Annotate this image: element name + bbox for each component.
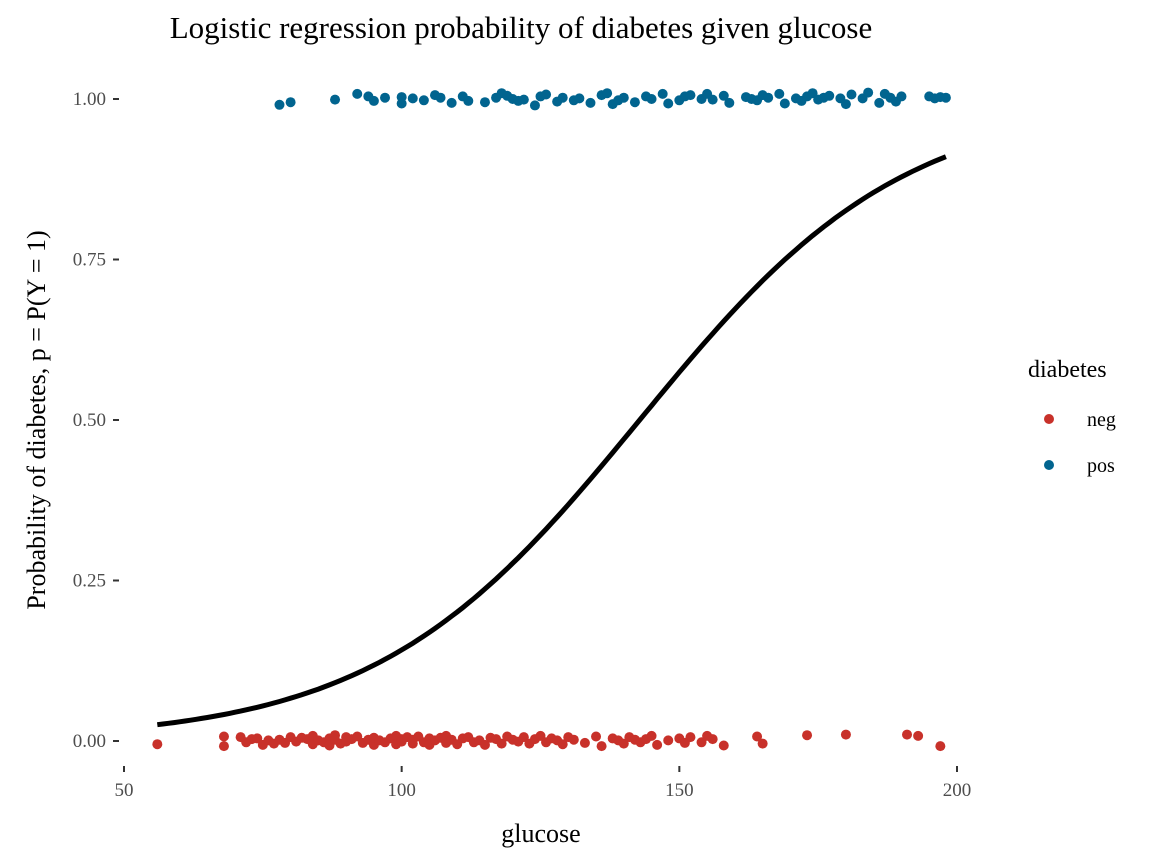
x-tick-label: 150 <box>665 780 694 801</box>
point-neg <box>707 734 718 745</box>
point-pos <box>707 94 718 105</box>
y-axis-label: Probability of diabetes, p = P(Y = 1) <box>22 230 51 609</box>
point-neg <box>913 730 924 741</box>
x-axis-label: glucose <box>501 819 580 848</box>
point-pos <box>352 88 363 99</box>
point-pos <box>585 97 596 108</box>
point-neg <box>591 731 602 742</box>
legend: diabetes neg pos <box>1028 357 1116 477</box>
x-axis: 50 100 150 200 <box>115 766 972 801</box>
point-pos <box>846 89 857 100</box>
legend-label-neg: neg <box>1087 409 1116 431</box>
point-neg <box>496 738 507 749</box>
point-pos <box>840 99 851 110</box>
point-neg <box>802 730 813 741</box>
point-neg <box>935 741 946 752</box>
x-tick-label: 100 <box>387 780 416 801</box>
point-neg <box>718 740 729 751</box>
point-pos <box>896 91 907 102</box>
point-pos <box>285 97 296 108</box>
point-neg <box>218 741 229 752</box>
point-pos <box>574 93 585 104</box>
legend-label-pos: pos <box>1087 455 1115 477</box>
point-neg <box>685 732 696 743</box>
point-pos <box>724 97 735 108</box>
point-pos <box>602 88 613 99</box>
y-tick-label: 1.00 <box>73 89 106 110</box>
point-neg <box>557 739 568 750</box>
point-pos <box>418 95 429 106</box>
point-pos <box>330 94 341 105</box>
point-pos <box>368 95 379 106</box>
point-pos <box>824 90 835 101</box>
point-neg <box>646 730 657 741</box>
point-pos <box>685 90 696 101</box>
y-tick-label: 0.75 <box>73 250 106 271</box>
point-neg <box>152 739 163 750</box>
point-neg <box>568 734 579 745</box>
point-pos <box>874 97 885 108</box>
point-pos <box>435 92 446 103</box>
y-tick-label: 0.00 <box>73 731 106 752</box>
point-pos <box>774 88 785 99</box>
point-pos <box>718 90 729 101</box>
point-neg <box>757 738 768 749</box>
point-neg <box>663 735 674 746</box>
point-pos <box>463 95 474 106</box>
point-pos <box>274 99 285 110</box>
point-neg <box>218 731 229 742</box>
point-pos <box>629 97 640 108</box>
point-pos <box>663 98 674 109</box>
point-pos <box>407 93 418 104</box>
y-axis: 0.00 0.25 0.50 0.75 1.00 <box>73 89 119 752</box>
y-tick-label: 0.25 <box>73 571 106 592</box>
point-pos <box>529 100 540 111</box>
point-pos <box>763 92 774 103</box>
point-pos <box>646 94 657 104</box>
point-neg <box>579 737 590 748</box>
point-pos <box>863 87 874 98</box>
x-tick-label: 50 <box>115 780 134 801</box>
point-neg <box>596 741 607 752</box>
point-neg <box>479 739 490 750</box>
legend-title: diabetes <box>1028 357 1107 383</box>
data-points <box>152 87 951 752</box>
point-pos <box>618 92 629 103</box>
point-pos <box>940 92 951 103</box>
point-neg <box>752 731 763 742</box>
point-pos <box>779 98 790 109</box>
x-tick-label: 200 <box>943 780 972 801</box>
point-pos <box>396 92 407 103</box>
point-pos <box>657 88 668 99</box>
point-pos <box>446 97 457 108</box>
legend-key-neg <box>1044 414 1054 424</box>
point-neg <box>652 739 663 750</box>
point-pos <box>479 97 490 108</box>
point-neg <box>840 729 851 740</box>
logistic-curve <box>156 154 947 728</box>
point-pos <box>380 92 391 103</box>
y-tick-label: 0.50 <box>73 410 106 431</box>
point-neg <box>902 729 913 740</box>
point-pos <box>518 94 529 105</box>
point-pos <box>541 89 552 100</box>
point-pos <box>557 92 568 103</box>
legend-key-pos <box>1044 460 1054 470</box>
chart-title: Logistic regression probability of diabe… <box>170 10 873 45</box>
